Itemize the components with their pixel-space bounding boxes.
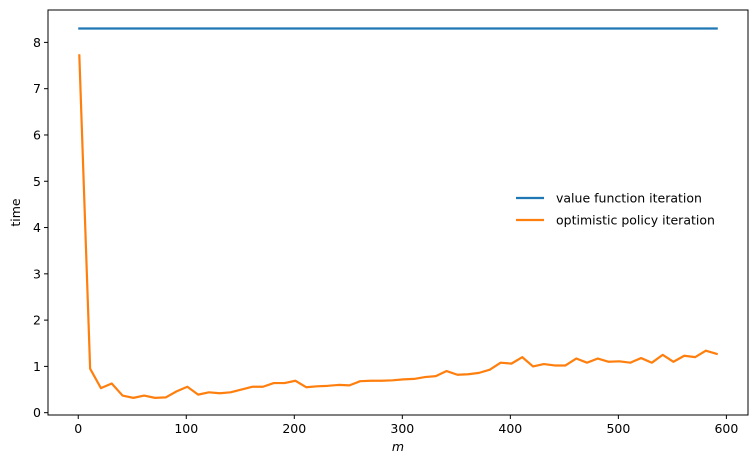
legend-label-2: optimistic policy iteration — [556, 213, 715, 228]
y-axis-ticks: 0 1 2 3 4 5 6 7 8 — [33, 35, 48, 420]
series-lines — [78, 27, 719, 399]
series-line-2 — [78, 54, 719, 399]
y-tick-label: 1 — [33, 359, 41, 374]
x-tick-label: 500 — [606, 421, 630, 436]
y-tick-label: 7 — [33, 81, 41, 96]
y-axis-label: time — [8, 198, 23, 227]
x-tick-label: 200 — [282, 421, 306, 436]
x-tick-label: 400 — [498, 421, 522, 436]
x-tick-label: 100 — [174, 421, 198, 436]
x-axis-ticks: 0 100 200 300 400 500 600 — [74, 415, 738, 436]
y-tick-label: 3 — [33, 266, 41, 281]
y-tick-label: 8 — [33, 35, 41, 50]
legend: value function iteration optimistic polic… — [516, 191, 715, 228]
y-tick-label: 4 — [33, 220, 41, 235]
y-tick-label: 0 — [33, 405, 41, 420]
y-tick-label: 6 — [33, 127, 41, 142]
x-tick-label: 300 — [390, 421, 414, 436]
legend-label-1: value function iteration — [556, 191, 702, 206]
x-axis-label: m — [392, 439, 404, 454]
x-tick-label: 0 — [74, 421, 82, 436]
x-tick-label: 600 — [714, 421, 738, 436]
y-tick-label: 2 — [33, 313, 41, 328]
plot-area-frame — [47, 9, 749, 416]
y-tick-label: 5 — [33, 174, 41, 189]
